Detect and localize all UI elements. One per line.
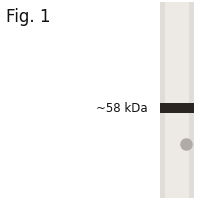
Text: Fig. 1: Fig. 1 xyxy=(6,8,50,26)
Text: ~58 kDa: ~58 kDa xyxy=(96,102,148,114)
Bar xyxy=(165,2,189,198)
Bar xyxy=(160,2,194,198)
Bar xyxy=(160,103,194,113)
